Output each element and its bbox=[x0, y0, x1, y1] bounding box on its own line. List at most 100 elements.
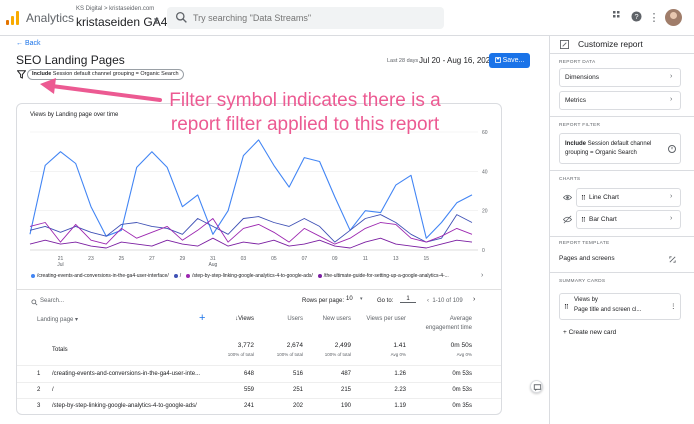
chart-title: Views by Landing page over time bbox=[30, 112, 119, 118]
legend-item[interactable]: /the-ultimate-guide-for-setting-up-a-goo… bbox=[317, 273, 449, 279]
next-page-icon[interactable]: › bbox=[473, 296, 476, 303]
legend-item[interactable]: / bbox=[173, 273, 182, 279]
total-vpu-pct: Avg 0% bbox=[390, 352, 406, 357]
save-button[interactable]: Save... bbox=[489, 53, 530, 68]
total-views: 3,772 bbox=[237, 342, 254, 349]
row-vpu: 1.26 bbox=[394, 371, 406, 377]
drag-handle-icon[interactable]: ⠿ bbox=[581, 195, 586, 202]
total-new-users-pct: 100% of total bbox=[324, 352, 351, 357]
date-range-selector[interactable]: Jul 20 - Aug 16, 2022 bbox=[419, 56, 495, 65]
table-row-landing-page[interactable]: / bbox=[52, 387, 54, 393]
col-views-per-user[interactable]: Views per user bbox=[366, 316, 406, 322]
filter-icon[interactable] bbox=[17, 70, 26, 79]
filter-chip[interactable]: Include Session default channel grouping… bbox=[27, 69, 184, 80]
feedback-icon bbox=[533, 384, 542, 392]
line-chart-option[interactable] bbox=[576, 188, 681, 207]
legend-label: /the-ultimate-guide-for-setting-up-a-goo… bbox=[323, 273, 449, 279]
divider bbox=[550, 170, 694, 171]
metrics-button[interactable] bbox=[559, 91, 681, 110]
apps-grid-icon[interactable] bbox=[611, 11, 625, 25]
search-input[interactable] bbox=[167, 7, 444, 29]
section-charts: CHARTS bbox=[559, 177, 581, 182]
col-users[interactable]: Users bbox=[287, 316, 303, 322]
unlink-icon[interactable] bbox=[668, 255, 677, 264]
report-filter-box[interactable] bbox=[559, 133, 681, 164]
drag-handle-icon[interactable]: ⠿ bbox=[581, 217, 586, 224]
eye-icon[interactable] bbox=[563, 193, 572, 202]
page-title: SEO Landing Pages bbox=[16, 53, 125, 67]
add-dimension-button[interactable]: + bbox=[199, 312, 206, 324]
goto-page-input[interactable]: 1 bbox=[400, 296, 416, 303]
col-landing-page[interactable]: Landing page ▾ bbox=[37, 317, 79, 323]
back-link[interactable]: ← Back bbox=[16, 40, 41, 47]
legend-item[interactable]: /creating-events-and-conversions-in-the-… bbox=[31, 273, 169, 279]
more-vert-icon[interactable]: ⋮ bbox=[648, 12, 660, 24]
search-icon bbox=[31, 299, 38, 306]
divider bbox=[550, 53, 694, 54]
dimensions-button[interactable] bbox=[559, 68, 681, 87]
save-icon bbox=[494, 57, 501, 63]
summary-card-line2: Page title and screen cl... bbox=[574, 307, 642, 313]
row-users: 516 bbox=[292, 371, 303, 377]
row-divider bbox=[17, 365, 501, 366]
col-new-users[interactable]: New users bbox=[322, 316, 351, 322]
property-selector[interactable]: kristaseiden GA4 bbox=[76, 15, 168, 29]
legend-label: /step-by-step-linking-google-analytics-4… bbox=[192, 273, 313, 279]
legend-label: /creating-events-and-conversions-in-the-… bbox=[37, 273, 169, 279]
dimensions-label: Dimensions bbox=[565, 74, 599, 81]
analytics-logo-icon[interactable] bbox=[6, 11, 20, 25]
table-row-landing-page[interactable]: /creating-events-and-conversions-in-the-… bbox=[52, 371, 201, 377]
col-avg-engagement[interactable]: Average bbox=[449, 316, 472, 322]
date-range-prefix: Last 28 days bbox=[387, 58, 419, 64]
remove-filter-icon[interactable]: × bbox=[668, 145, 676, 153]
section-report-data: REPORT DATA bbox=[559, 60, 596, 65]
avatar[interactable] bbox=[665, 9, 682, 26]
divider bbox=[17, 289, 501, 290]
drag-handle-icon[interactable]: ⠿ bbox=[564, 304, 569, 311]
app-name: Analytics bbox=[26, 11, 75, 25]
legend-item[interactable]: /step-by-step-linking-google-analytics-4… bbox=[186, 273, 313, 279]
row-number: 2 bbox=[37, 387, 41, 393]
chevron-down-icon[interactable]: ▾ bbox=[360, 296, 363, 302]
total-views-pct: 100% of total bbox=[227, 352, 254, 357]
legend-dot bbox=[31, 273, 35, 278]
more-vert-icon[interactable]: ⋮ bbox=[670, 303, 677, 310]
legend-label: / bbox=[179, 273, 182, 279]
account-path[interactable]: KS Digital > kristaseiden.com bbox=[76, 6, 155, 12]
section-summary-cards: SUMMARY CARDS bbox=[559, 279, 606, 284]
eye-off-icon[interactable] bbox=[563, 215, 572, 224]
row-views: 559 bbox=[243, 387, 254, 393]
divider bbox=[550, 116, 694, 117]
row-number: 1 bbox=[37, 371, 41, 377]
col-avg-engagement-line2: engagement time bbox=[425, 325, 472, 331]
table-row-landing-page[interactable]: /step-by-step-linking-google-analytics-4… bbox=[52, 403, 197, 409]
rows-per-page-select[interactable]: 10 bbox=[346, 296, 353, 302]
annotation-arrow bbox=[40, 78, 162, 102]
row-aet: 0m 53s bbox=[452, 387, 472, 393]
row-new-users: 190 bbox=[340, 403, 351, 409]
row-divider bbox=[17, 382, 501, 383]
summary-card-line1: Views by bbox=[574, 297, 598, 303]
total-aet-pct: Avg 0% bbox=[456, 352, 472, 357]
chevron-right-icon[interactable]: › bbox=[481, 272, 484, 279]
row-vpu: 2.23 bbox=[394, 387, 406, 393]
help-icon[interactable]: ? bbox=[629, 11, 643, 25]
metrics-label: Metrics bbox=[565, 97, 586, 104]
section-report-template: REPORT TEMPLATE bbox=[559, 241, 610, 246]
total-new-users: 2,499 bbox=[334, 342, 351, 349]
total-users-pct: 100% of total bbox=[276, 352, 303, 357]
col-views[interactable]: ↓Views bbox=[235, 316, 254, 322]
summary-card[interactable] bbox=[559, 293, 681, 320]
feedback-button[interactable] bbox=[530, 380, 543, 393]
chevron-right-icon: › bbox=[670, 73, 673, 80]
bar-chart-option[interactable] bbox=[576, 210, 681, 229]
create-new-card-button[interactable]: + Create new card bbox=[563, 329, 617, 336]
template-label: Pages and screens bbox=[559, 255, 615, 262]
svg-text:?: ? bbox=[634, 12, 638, 21]
table-search-input[interactable]: Search... bbox=[40, 298, 65, 304]
goto-label: Go to: bbox=[377, 298, 394, 304]
row-divider bbox=[17, 398, 501, 399]
search-icon bbox=[175, 11, 187, 23]
pagination[interactable]: ‹ 1-10 of 109 bbox=[427, 298, 463, 304]
chevron-down-icon[interactable]: ▾ bbox=[154, 15, 159, 25]
